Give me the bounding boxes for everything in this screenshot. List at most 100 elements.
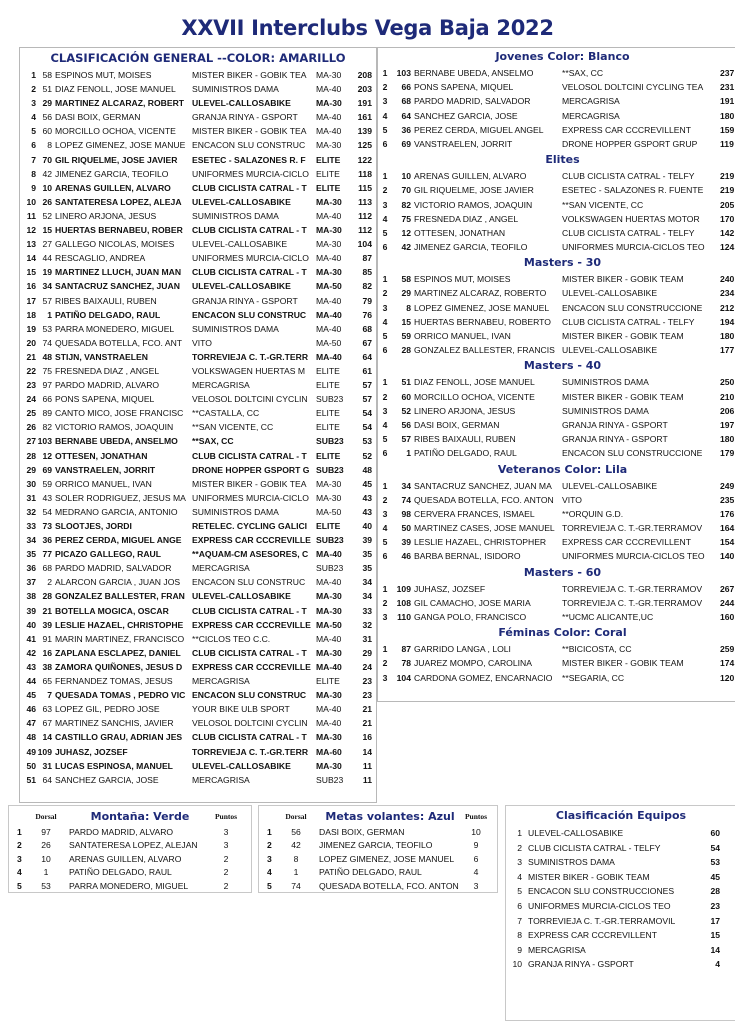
position-cell: 3	[382, 405, 388, 416]
position-cell: 24	[26, 394, 36, 405]
dorsal-cell: 51	[401, 377, 411, 388]
position-cell: 12	[26, 225, 36, 236]
team-cell: **SAN VICENTE, CC	[562, 199, 644, 210]
position-cell: 2	[382, 185, 388, 196]
points-cell: 23	[362, 676, 372, 687]
rider-name-cell: LOPEZ GIMENEZ, JOSE MANUEL	[414, 302, 550, 313]
table-row: 6 UNIFORMES MURCIA-CICLOS TEO 23	[506, 899, 735, 914]
dorsal-cell: 64	[42, 774, 52, 785]
team-cell: ULEVEL-CALLOSABIKE	[192, 98, 291, 109]
position-cell: 6	[517, 900, 522, 911]
dorsal-cell: 56	[401, 419, 411, 430]
team-cell: VITO	[562, 494, 582, 505]
team-cell: TORREVIEJA C. T.-GR.TERRAMOV	[562, 583, 703, 594]
mountain-classification-box: Dorsal Montaña: Verde Puntos 1 97 PARDO MADR…	[8, 805, 252, 893]
team-cell: MISTER BIKER - GOBIK TEAM	[528, 871, 650, 882]
table-row: 42 16 ZAPLANA ESCLAPEZ, DANIEL CLUB CICLIST…	[20, 646, 376, 660]
position-cell: 2	[382, 288, 388, 299]
points-cell: 267	[720, 583, 735, 594]
rider-name-cell: GIL RIQUELME, JOSE JAVIER	[55, 154, 178, 165]
dorsal-cell: 10	[401, 171, 411, 182]
table-row: 1 56 DASI BOIX, GERMAN 10	[259, 826, 497, 839]
rider-name-cell: ZAPLANA ESCLAPEZ, DANIEL	[55, 647, 181, 658]
category-heading: Elites	[545, 153, 580, 167]
table-row: 5 53 PARRA MONEDERO, MIGUEL 2	[9, 880, 251, 893]
position-cell: 6	[382, 448, 388, 459]
table-row: 27 103 BERNABE UBEDA, ANSELMO **SAX, CC SUB2…	[20, 434, 376, 448]
position-cell: 6	[382, 551, 388, 562]
dorsal-cell: 110	[397, 612, 411, 622]
team-cell: VELOSOL DOLTCINI CYCLIN	[192, 718, 308, 729]
position-cell: 7	[31, 154, 36, 165]
table-row: 6 1 PATIÑO DELGADO, RAUL ENCACON SLU CONSTR…	[378, 446, 735, 460]
category-cell: SUB23	[316, 464, 344, 475]
points-cell: 79	[362, 295, 372, 306]
table-row: 2 51 DIAZ FENOLL, JOSE MANUEL SUMINISTROS D…	[20, 82, 376, 96]
position-cell: 50	[26, 760, 36, 771]
team-cell: MISTER BIKER - GOBIK TEA	[192, 478, 307, 489]
points-cell: 174	[720, 658, 735, 669]
position-cell: 5	[382, 331, 388, 341]
category-heading: Féminas Color: Coral	[498, 626, 627, 640]
rider-name-cell: LOPEZ GIMENEZ, JOSE MANUEL	[319, 853, 455, 864]
dorsal-cell: 51	[42, 84, 52, 95]
points-cell: 139	[357, 126, 372, 137]
rider-name-cell: JUHASZ, JOZSEF	[55, 746, 128, 757]
dorsal-cell: 53	[42, 323, 52, 334]
points-header: Puntos	[214, 811, 238, 821]
points-cell: 64	[362, 351, 372, 362]
rider-name-cell: SANTATERESA LOPEZ, ALEJA	[55, 196, 182, 207]
table-row: 37 2 ALARCON GARCIA , JUAN JOS ENCACON SLU …	[20, 575, 376, 589]
team-cell: ULEVEL-CALLOSABIKE	[562, 345, 658, 356]
position-cell: 2	[267, 840, 272, 851]
team-cell: CLUB CICLISTA CATRAL - TELFY	[528, 842, 661, 853]
table-row: 26 82 VICTORIO RAMOS, JOAQUIN **SAN VICENTE…	[20, 420, 376, 434]
position-cell: 4	[382, 316, 388, 327]
table-row: 28 12 OTTESEN, JONATHAN CLUB CICLISTA CATRA…	[20, 449, 376, 463]
position-cell: 1	[382, 480, 388, 491]
table-row: 4 75 FRESNEDA DIAZ , ANGEL VOLKSWAGEN HUERT…	[378, 212, 735, 226]
rider-name-cell: SANTATERESA LOPEZ, ALEJAN	[69, 840, 198, 851]
position-cell: 3	[17, 853, 22, 864]
points-cell: 219	[720, 171, 735, 182]
dorsal-cell: 36	[401, 124, 411, 135]
dorsal-header: Dorsal	[285, 811, 307, 821]
team-cell: MERCAGRISA	[192, 676, 250, 687]
table-row: 29 69 VANSTRAELEN, JORRIT DRONE HOPPER GSPO…	[20, 463, 376, 477]
points-cell: 39	[362, 535, 372, 546]
sprints-heading: Metas volantes: Azul	[325, 809, 455, 823]
points-cell: 3	[223, 840, 229, 851]
rider-name-cell: RESCAGLIO, ANDREA	[55, 253, 146, 264]
dorsal-cell: 91	[42, 633, 52, 644]
table-row: 19 53 PARRA MONEDERO, MIGUEL SUMINISTROS DA…	[20, 322, 376, 336]
points-cell: 120	[720, 672, 735, 683]
position-cell: 10	[26, 196, 36, 207]
rider-name-cell: ESPINOS MUT, MOISES	[414, 274, 511, 285]
position-cell: 15	[26, 267, 36, 278]
dorsal-cell: 82	[42, 422, 52, 433]
rider-name-cell: GARRIDO LANGA , LOLI	[414, 644, 511, 655]
rider-name-cell: GIL CAMACHO, JOSE MARIA	[414, 597, 531, 608]
table-row: 5 36 PEREZ CERDA, MIGUEL ANGEL EXPRESS CAR …	[378, 123, 735, 137]
position-cell: 3	[517, 857, 522, 868]
dorsal-cell: 75	[42, 365, 52, 376]
position-cell: 20	[26, 337, 36, 348]
table-row: 44 65 FERNANDEZ TOMAS, JESUS MERCAGRISA ELIT…	[20, 674, 376, 688]
team-cell: SUMINISTROS DAMA	[192, 323, 279, 334]
points-cell: 15	[710, 930, 720, 941]
position-cell: 6	[382, 138, 388, 149]
table-row: 15 19 MARTINEZ LLUCH, JUAN MAN CLUB CICLIST…	[20, 265, 376, 279]
dorsal-cell: 21	[42, 605, 52, 616]
position-cell: 25	[26, 408, 36, 419]
table-row: 4 56 DASI BOIX, GERMAN GRANJA RINYA - GSPOR…	[20, 110, 376, 124]
points-cell: 23	[710, 900, 720, 911]
position-cell: 42	[26, 647, 36, 658]
rider-name-cell: VANSTRAELEN, JORRIT	[414, 138, 513, 149]
rider-name-cell: DIAZ FENOLL, JOSE MANUEL	[55, 84, 176, 95]
points-cell: 4	[473, 867, 479, 878]
points-cell: 82	[362, 281, 372, 292]
team-cell: UNIFORMES MURCIA-CICLO	[192, 168, 309, 179]
table-row: 18 1 PATIÑO DELGADO, RAUL ENCACON SLU CONST…	[20, 308, 376, 322]
position-cell: 3	[382, 199, 388, 210]
points-cell: 208	[357, 70, 372, 80]
